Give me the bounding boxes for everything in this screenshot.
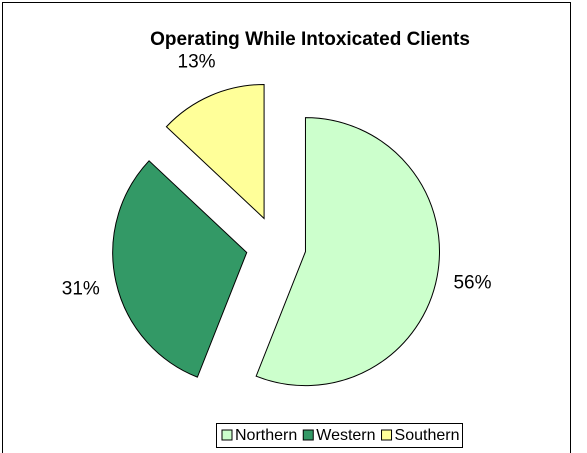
data-label: 13% [178, 51, 216, 72]
legend-label: Southern [395, 427, 460, 444]
pie-slice [165, 83, 265, 220]
chart-title: Operating While Intoxicated Clients [150, 29, 470, 50]
legend-label: Northern [235, 427, 297, 444]
legend-swatch [381, 429, 393, 441]
pie-slice [255, 117, 440, 387]
chart-frame [2, 2, 571, 453]
legend-swatch [302, 429, 314, 441]
legend-label: Western [316, 427, 375, 444]
pie-slice [112, 160, 248, 378]
data-label: 56% [453, 272, 491, 293]
legend-swatch [221, 429, 233, 441]
legend-box [216, 423, 463, 448]
data-label: 31% [62, 279, 100, 300]
